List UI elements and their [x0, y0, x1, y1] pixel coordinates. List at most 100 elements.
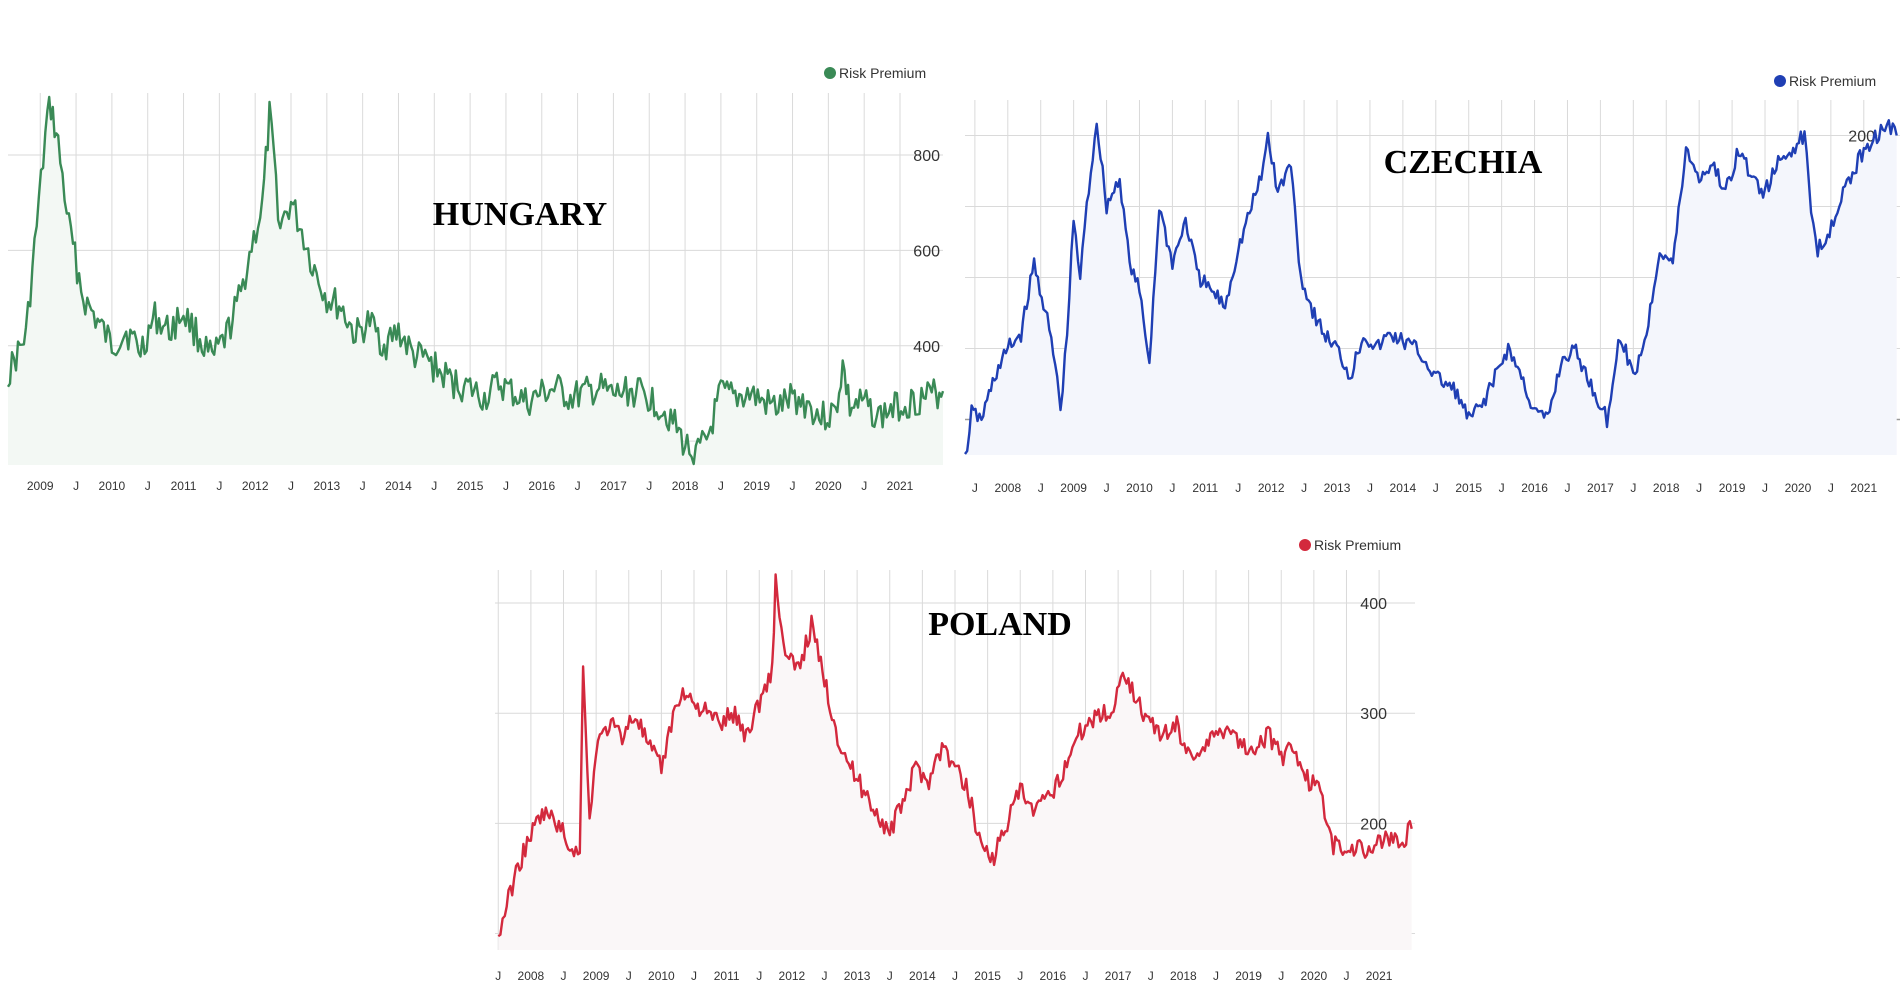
x-tick-label: J [1278, 969, 1284, 983]
hungary-chart-panel: 2009 J 2010 J 2011 J 2012 J 2013 J 2014 J 2015 J 2016 J… [0, 55, 960, 510]
x-tick-label: 2016 [1521, 481, 1548, 495]
y-tick-label: 300 [1360, 706, 1387, 723]
y-tick-label: 800 [913, 148, 940, 165]
czechia-chart-panel: J 2008 J 2009 J 2010 J 2011 J 2012 J 2013 J 2014 J 2015… [960, 55, 1904, 510]
x-tick-label: 2016 [1040, 969, 1067, 983]
legend-label: Risk Premium [1789, 73, 1876, 89]
x-tick-label: J [561, 969, 567, 983]
x-tick-label: J [145, 479, 151, 493]
y-tick-label: 200 [1360, 816, 1387, 833]
poland-chart-panel: J 2008 J 2009 J 2010 J 2011 J 2012 J 2013 J 2014 J 2015… [490, 525, 1420, 995]
x-tick-label: J [503, 479, 509, 493]
y-tick-label: 600 [913, 243, 940, 260]
x-tick-label: 2015 [974, 969, 1001, 983]
x-tick-label: J [1235, 481, 1241, 495]
x-tick-label: J [861, 479, 867, 493]
x-tick-label: 2011 [171, 479, 197, 493]
legend-label: Risk Premium [1314, 537, 1401, 553]
x-tick-label: J [972, 481, 978, 495]
x-tick-label: J [626, 969, 632, 983]
series-line [497, 573, 1413, 938]
x-tick-label: 2012 [779, 969, 806, 983]
y-tick-label: 400 [1360, 596, 1387, 613]
x-tick-label: 2021 [887, 479, 914, 493]
x-tick-label: J [73, 479, 79, 493]
hungary-chart: 2009 J 2010 J 2011 J 2012 J 2013 J 2014 J 2015 J 2016 J… [6, 65, 945, 493]
x-tick-label: J [887, 969, 893, 983]
x-tick-label: J [1367, 481, 1373, 495]
x-tick-label: J [718, 479, 724, 493]
x-tick-label: J [495, 969, 501, 983]
legend-marker [824, 67, 836, 79]
x-tick-label: 2011 [1192, 481, 1218, 495]
chart-title: CZECHIA [1384, 144, 1543, 181]
y-tick-label: 400 [913, 339, 940, 356]
x-tick-label: 2018 [1653, 481, 1680, 495]
series-area [965, 120, 1897, 455]
x-tick-label: 2016 [528, 479, 555, 493]
x-tick-label: J [1343, 969, 1349, 983]
x-tick-label: J [1762, 481, 1768, 495]
x-tick-label: 2013 [1324, 481, 1351, 495]
x-tick-label: J [1433, 481, 1439, 495]
y-tick-label: 200 [1848, 129, 1875, 146]
x-tick-label: 2014 [1390, 481, 1417, 495]
chart-title: HUNGARY [433, 196, 607, 233]
x-tick-label: 2009 [1060, 481, 1087, 495]
x-tick-label: J [952, 969, 958, 983]
x-tick-label: J [216, 479, 222, 493]
x-tick-label: 2017 [600, 479, 627, 493]
x-tick-label: 2014 [385, 479, 412, 493]
x-tick-label: 2019 [1235, 969, 1262, 983]
x-tick-label: 2011 [714, 969, 740, 983]
x-tick-label: 2020 [1785, 481, 1812, 495]
x-tick-label: 2008 [994, 481, 1021, 495]
series-line [964, 119, 1898, 455]
chart-title: POLAND [928, 606, 1072, 643]
series-area [498, 574, 1412, 950]
x-tick-label: J [1564, 481, 1570, 495]
x-tick-label: 2013 [844, 969, 871, 983]
x-tick-label: J [1696, 481, 1702, 495]
x-tick-label: 2020 [1301, 969, 1328, 983]
x-tick-label: J [756, 969, 762, 983]
x-tick-label: J [1104, 481, 1110, 495]
x-tick-label: 2019 [743, 479, 770, 493]
x-tick-label: J [1169, 481, 1175, 495]
x-tick-label: 2021 [1366, 969, 1393, 983]
x-tick-label: J [360, 479, 366, 493]
czechia-chart: J 2008 J 2009 J 2010 J 2011 J 2012 J 2013 J 2014 J 2015… [964, 73, 1900, 495]
x-tick-label: J [1213, 969, 1219, 983]
x-tick-label: 2014 [909, 969, 936, 983]
x-tick-label: J [1082, 969, 1088, 983]
x-tick-label: 2015 [1455, 481, 1482, 495]
series-area [8, 97, 943, 465]
x-tick-label: 2009 [27, 479, 54, 493]
x-tick-label: J [790, 479, 796, 493]
x-tick-label: 2015 [457, 479, 484, 493]
x-tick-label: J [288, 479, 294, 493]
x-tick-label: J [431, 479, 437, 493]
x-tick-label: J [646, 479, 652, 493]
x-tick-label: 2013 [313, 479, 340, 493]
x-tick-label: J [1148, 969, 1154, 983]
x-tick-label: J [1017, 969, 1023, 983]
x-tick-label: 2010 [1126, 481, 1153, 495]
x-tick-label: 2021 [1850, 481, 1877, 495]
legend-label: Risk Premium [839, 65, 926, 81]
x-tick-label: 2019 [1719, 481, 1746, 495]
x-tick-label: 2010 [648, 969, 675, 983]
x-tick-label: J [1499, 481, 1505, 495]
x-tick-label: 2020 [815, 479, 842, 493]
x-tick-label: 2018 [1170, 969, 1197, 983]
x-tick-label: 2017 [1105, 969, 1132, 983]
poland-chart: J 2008 J 2009 J 2010 J 2011 J 2012 J 2013 J 2014 J 2015… [495, 537, 1415, 983]
x-tick-label: 2012 [1258, 481, 1285, 495]
x-tick-label: 2017 [1587, 481, 1614, 495]
x-tick-label: 2008 [518, 969, 545, 983]
x-tick-label: J [1301, 481, 1307, 495]
x-tick-label: J [1038, 481, 1044, 495]
series-line [6, 95, 945, 466]
x-tick-label: 2012 [242, 479, 269, 493]
x-tick-label: J [575, 479, 581, 493]
